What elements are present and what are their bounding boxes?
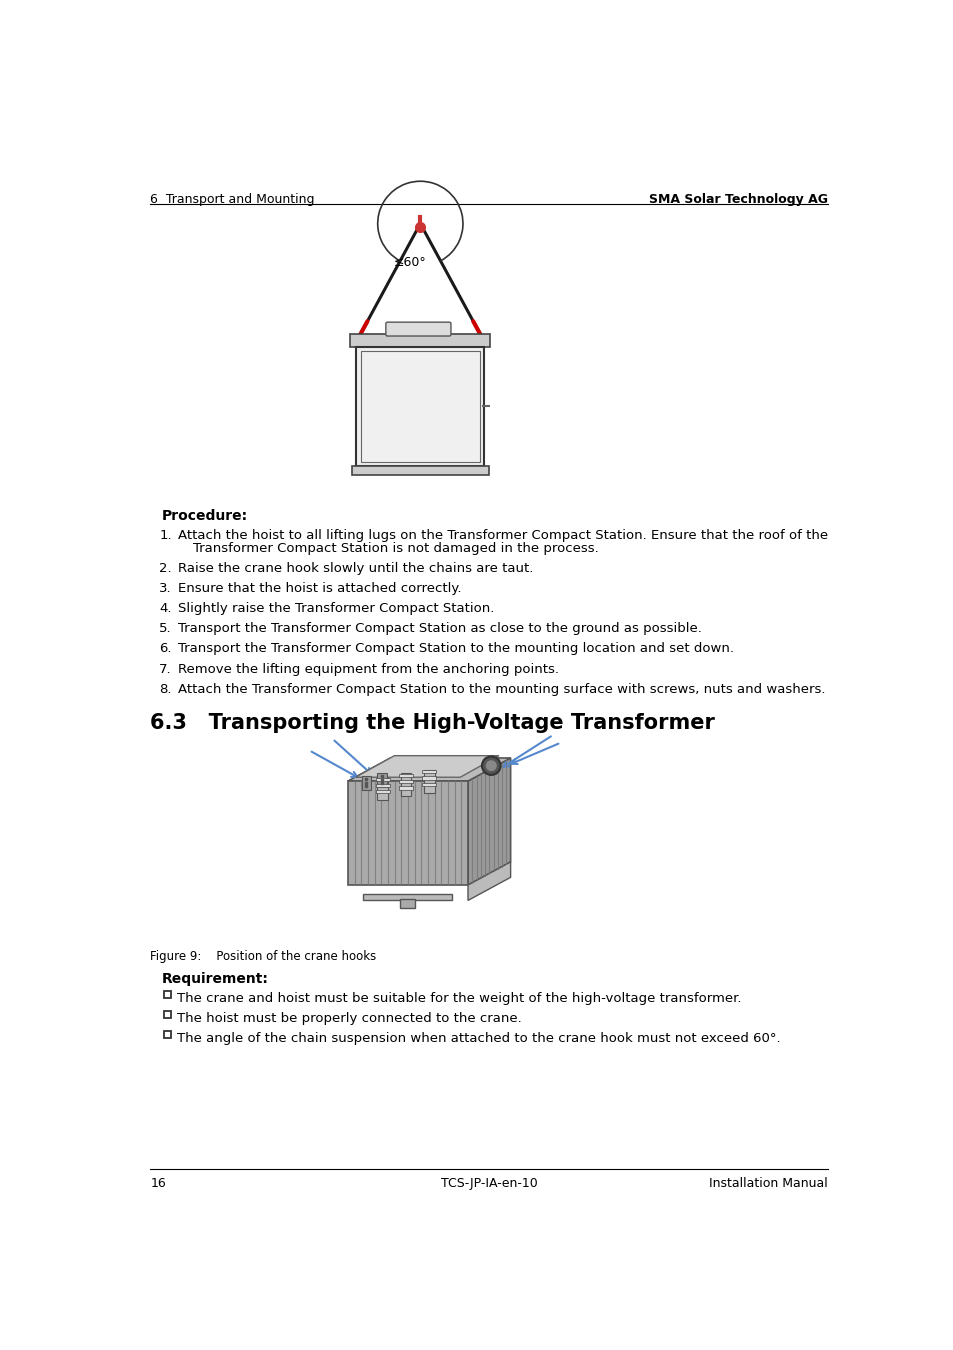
Text: Requirement:: Requirement:: [162, 972, 269, 986]
Bar: [363, 894, 452, 900]
Bar: [350, 335, 490, 347]
Polygon shape: [355, 756, 498, 778]
Text: 5.: 5.: [159, 622, 172, 636]
Text: ≤60°: ≤60°: [393, 255, 426, 269]
Bar: [377, 774, 386, 787]
Bar: [398, 787, 413, 790]
Text: Attach the Transformer Compact Station to the mounting surface with screws, nuts: Attach the Transformer Compact Station t…: [178, 683, 824, 695]
Text: 16: 16: [150, 1177, 166, 1189]
Bar: [352, 466, 488, 475]
Bar: [164, 991, 171, 998]
Text: The crane and hoist must be suitable for the weight of the high-voltage transfor: The crane and hoist must be suitable for…: [177, 992, 741, 1004]
Bar: [398, 774, 413, 778]
Text: Transformer Compact Station is not damaged in the process.: Transformer Compact Station is not damag…: [193, 543, 598, 555]
Bar: [377, 778, 388, 801]
FancyBboxPatch shape: [385, 323, 451, 336]
Text: Slightly raise the Transformer Compact Station.: Slightly raise the Transformer Compact S…: [178, 602, 494, 616]
Bar: [400, 774, 411, 796]
Text: 6.: 6.: [159, 643, 172, 656]
Polygon shape: [468, 757, 510, 886]
Bar: [164, 1011, 171, 1018]
Bar: [398, 780, 413, 783]
Text: The hoist must be properly connected to the crane.: The hoist must be properly connected to …: [177, 1012, 521, 1025]
Text: The angle of the chain suspension when attached to the crane hook must not excee: The angle of the chain suspension when a…: [177, 1033, 781, 1045]
Text: Transport the Transformer Compact Station to the mounting location and set down.: Transport the Transformer Compact Statio…: [178, 643, 734, 656]
Text: Attach the hoist to all lifting lugs on the Transformer Compact Station. Ensure : Attach the hoist to all lifting lugs on …: [178, 528, 827, 541]
Bar: [164, 1031, 171, 1038]
Bar: [375, 778, 390, 782]
Bar: [360, 351, 479, 462]
Text: 6  Transport and Mounting: 6 Transport and Mounting: [150, 193, 314, 205]
Bar: [375, 790, 390, 794]
Text: 7.: 7.: [159, 663, 172, 675]
Text: TCS-JP-IA-en-10: TCS-JP-IA-en-10: [440, 1177, 537, 1189]
Bar: [356, 347, 484, 466]
Text: 4.: 4.: [159, 602, 172, 616]
Bar: [375, 784, 390, 787]
Text: Remove the lifting equipment from the anchoring points.: Remove the lifting equipment from the an…: [178, 663, 558, 675]
Circle shape: [481, 756, 500, 775]
Bar: [422, 771, 436, 774]
Text: Ensure that the hoist is attached correctly.: Ensure that the hoist is attached correc…: [178, 582, 461, 595]
Bar: [422, 783, 436, 786]
Text: Installation Manual: Installation Manual: [708, 1177, 827, 1189]
Bar: [348, 782, 468, 886]
Text: 1.: 1.: [159, 528, 172, 541]
Text: Raise the crane hook slowly until the chains are taut.: Raise the crane hook slowly until the ch…: [178, 563, 533, 575]
Text: 6.3   Transporting the High-Voltage Transformer: 6.3 Transporting the High-Voltage Transf…: [150, 713, 715, 733]
Bar: [422, 776, 436, 779]
Polygon shape: [348, 757, 510, 782]
Text: 3.: 3.: [159, 582, 172, 595]
Bar: [399, 899, 415, 909]
Bar: [361, 776, 371, 790]
Text: Procedure:: Procedure:: [162, 509, 248, 522]
Text: 2.: 2.: [159, 563, 172, 575]
Text: SMA Solar Technology AG: SMA Solar Technology AG: [648, 193, 827, 205]
Text: Transport the Transformer Compact Station as close to the ground as possible.: Transport the Transformer Compact Statio…: [178, 622, 701, 636]
Bar: [423, 769, 435, 792]
Circle shape: [484, 760, 497, 772]
Text: Figure 9:    Position of the crane hooks: Figure 9: Position of the crane hooks: [150, 950, 376, 964]
Polygon shape: [468, 861, 510, 900]
Text: 8.: 8.: [159, 683, 172, 695]
